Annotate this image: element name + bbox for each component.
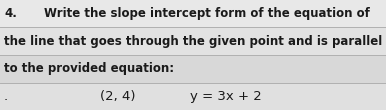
Text: (2, 4): (2, 4) — [100, 90, 135, 103]
Bar — [0, 55, 386, 82]
Text: y = 3x + 2: y = 3x + 2 — [190, 90, 262, 103]
Text: the line that goes through the given point and is parallel: the line that goes through the given poi… — [4, 35, 382, 48]
Text: Write the slope intercept form of the equation of: Write the slope intercept form of the eq… — [44, 7, 370, 20]
Bar — [0, 28, 386, 55]
Bar — [0, 82, 386, 110]
Text: to the provided equation:: to the provided equation: — [4, 62, 174, 75]
Text: .: . — [4, 90, 8, 103]
Bar — [0, 0, 386, 28]
Text: 4.: 4. — [4, 7, 17, 20]
